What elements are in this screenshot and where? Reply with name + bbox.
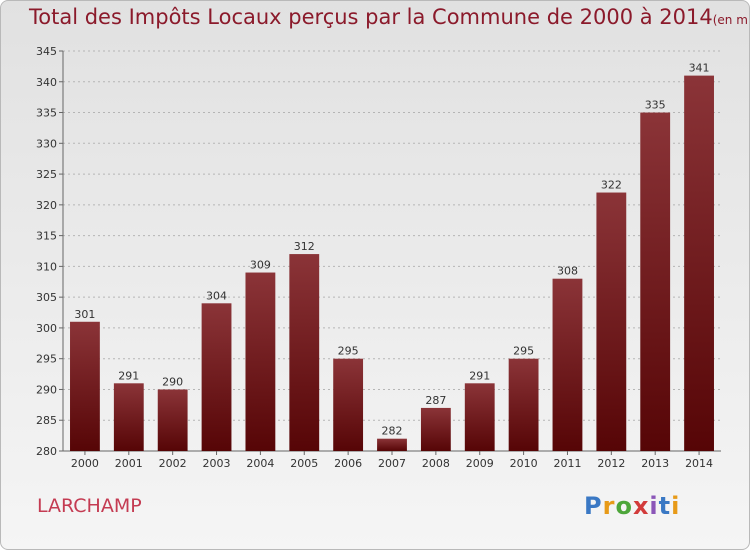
x-tick-label-2009: 2009 (466, 457, 494, 470)
value-label-2000: 301 (74, 308, 95, 321)
x-tick-label-2002: 2002 (159, 457, 187, 470)
x-tick-label-2003: 2003 (203, 457, 231, 470)
value-label-2009: 291 (469, 369, 490, 382)
chart-title: Total des Impôts Locaux perçus par la Co… (29, 5, 750, 29)
bar-2005 (289, 254, 320, 451)
x-tick-label-2013: 2013 (641, 457, 669, 470)
bar-2006 (333, 358, 364, 451)
value-label-2003: 304 (206, 289, 227, 302)
y-tick-label: 335 (36, 107, 57, 120)
bar-2009 (464, 383, 495, 451)
x-tick-label-2004: 2004 (246, 457, 274, 470)
proxiti-logo: Proxiti (584, 492, 681, 520)
bar-2014 (684, 75, 714, 451)
x-tick-label-2008: 2008 (422, 457, 450, 470)
labels: 280 285 290 295 300 305 310 315 320 325 330 335 340 3… (36, 45, 713, 470)
x-tick-label-2000: 2000 (71, 457, 99, 470)
bar-2001 (113, 383, 144, 451)
chart-title-unit: (en milliers d'€) (712, 13, 750, 27)
x-tick-label-2005: 2005 (290, 457, 318, 470)
y-tick-label: 300 (36, 322, 57, 335)
value-label-2014: 341 (689, 62, 710, 75)
y-tick-label: 315 (36, 230, 57, 243)
value-label-2012: 322 (601, 179, 622, 192)
x-tick-label-2006: 2006 (334, 457, 362, 470)
bar-2011 (552, 278, 583, 451)
bar-2000 (70, 321, 100, 451)
y-tick-label: 345 (36, 45, 57, 58)
value-label-2004: 309 (250, 259, 271, 272)
y-tick-label: 325 (36, 168, 57, 181)
chart-title-text: Total des Impôts Locaux perçus par la Co… (29, 5, 713, 29)
x-tick-label-2001: 2001 (115, 457, 143, 470)
bar-2010 (508, 358, 539, 451)
y-tick-label: 330 (36, 137, 57, 150)
value-label-2007: 282 (382, 425, 403, 438)
value-label-2006: 295 (338, 345, 359, 358)
commune-name: LARCHAMP (37, 495, 142, 517)
bar-2004 (245, 272, 276, 451)
bar-2012 (596, 192, 627, 452)
bar-2002 (157, 389, 188, 451)
x-tick-label-2014: 2014 (685, 457, 713, 470)
x-tick-label-2010: 2010 (510, 457, 538, 470)
y-tick-label: 320 (36, 199, 57, 212)
x-tick-label-2011: 2011 (553, 457, 581, 470)
value-label-2013: 335 (645, 99, 666, 112)
y-tick-label: 310 (36, 260, 57, 273)
y-tick-label: 305 (36, 291, 57, 304)
y-tick-label: 290 (36, 383, 57, 396)
value-label-2002: 290 (162, 375, 183, 388)
bar-2008 (420, 407, 451, 451)
bars (70, 75, 714, 452)
bar-2013 (640, 112, 671, 452)
value-label-2011: 308 (557, 265, 578, 278)
bar-2003 (201, 303, 232, 451)
y-tick-label: 285 (36, 414, 57, 427)
value-label-2001: 291 (118, 369, 139, 382)
y-tick-label: 295 (36, 353, 57, 366)
value-label-2005: 312 (294, 240, 315, 253)
x-tick-label-2012: 2012 (597, 457, 625, 470)
x-tick-label-2007: 2007 (378, 457, 406, 470)
y-tick-label: 280 (36, 445, 57, 458)
bar-2007 (377, 438, 407, 451)
value-label-2008: 287 (425, 394, 446, 407)
value-label-2010: 295 (513, 345, 534, 358)
y-tick-label: 340 (36, 76, 57, 89)
